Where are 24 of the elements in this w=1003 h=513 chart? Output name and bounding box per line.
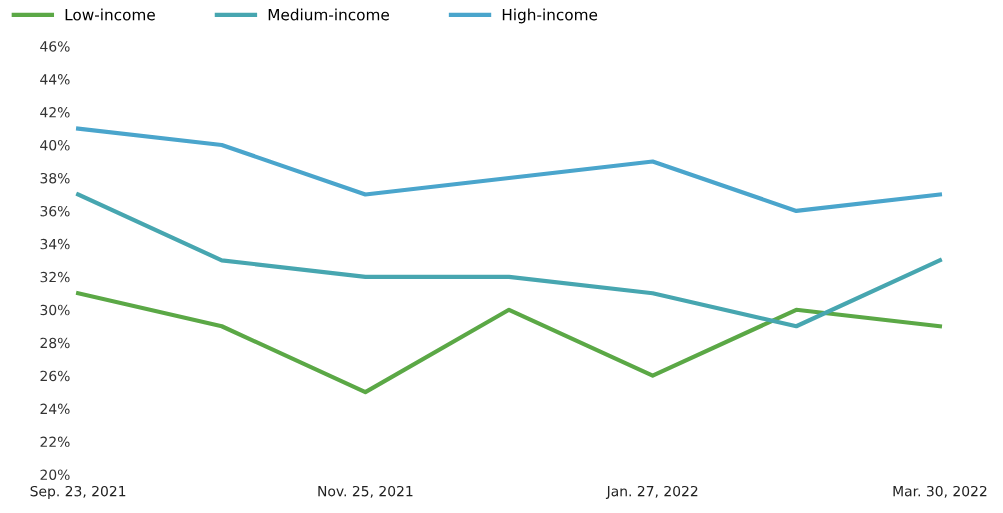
y-tick-label: 28% <box>40 337 70 349</box>
x-tick-label: Jan. 27, 2022 <box>605 485 698 499</box>
line-series <box>76 126 943 214</box>
y-tick-label: 26% <box>40 370 70 382</box>
legend-label: Low-income <box>65 8 155 21</box>
x-tick-label: Sep. 23, 2021 <box>30 485 126 500</box>
y-tick-label: 22% <box>40 436 70 448</box>
y-tick-label: 44% <box>40 74 70 85</box>
legend-label: Medium-income <box>268 8 389 21</box>
y-tick-label: 20% <box>40 469 70 480</box>
line-series <box>76 291 943 395</box>
y-tick-label: 40% <box>40 139 70 151</box>
y-tick-label: 24% <box>40 403 70 415</box>
y-tick-label: 42% <box>40 107 70 118</box>
y-tick-label: 36% <box>40 205 70 217</box>
y-tick-label: 30% <box>40 304 70 316</box>
y-tick-label: 46% <box>40 41 70 52</box>
y-tick-label: 34% <box>40 238 70 250</box>
legend-label: High-income <box>502 8 598 24</box>
y-tick-label: 38% <box>40 172 70 184</box>
y-tick-label: 32% <box>40 271 70 283</box>
x-tick-label: Nov. 25, 2021 <box>318 485 413 498</box>
line-series <box>76 192 943 329</box>
x-tick-label: Mar. 30, 2022 <box>893 485 987 498</box>
